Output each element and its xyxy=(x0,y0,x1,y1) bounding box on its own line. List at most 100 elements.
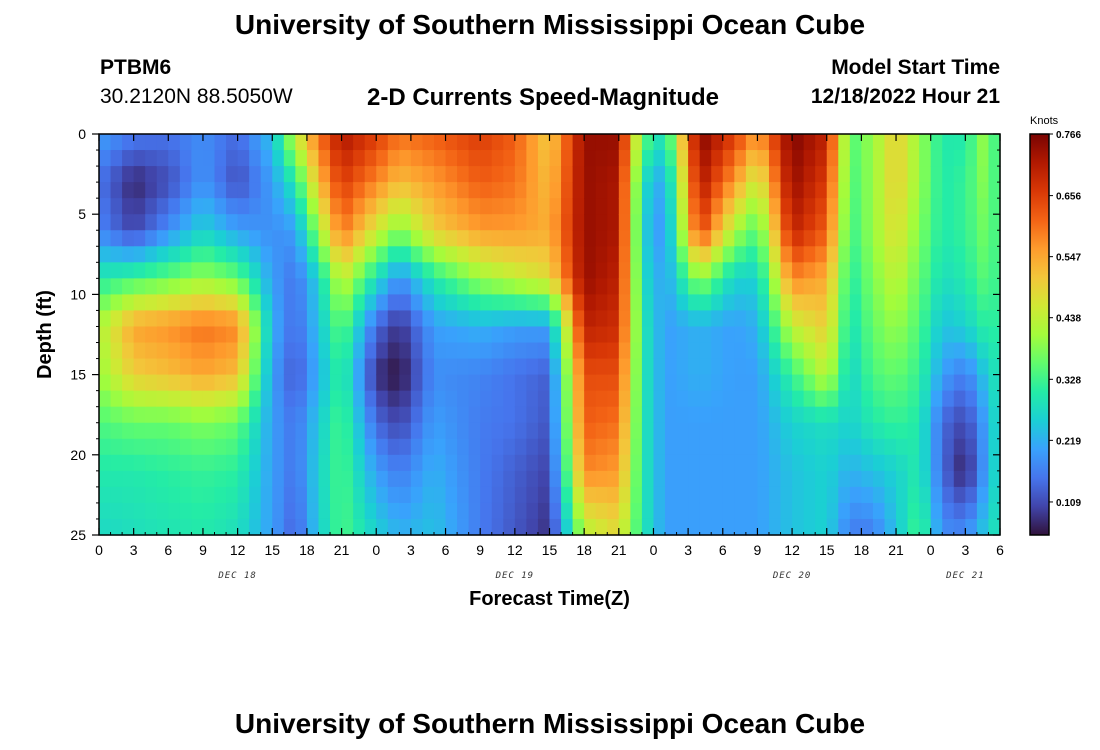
date-label: DEC 20 xyxy=(772,571,812,581)
heatmap-cell xyxy=(306,486,320,504)
heatmap-cell xyxy=(618,310,631,328)
heatmap-cell xyxy=(630,310,643,328)
heatmap-cell xyxy=(399,278,412,295)
heatmap-cell xyxy=(526,422,539,440)
heatmap-cell xyxy=(976,262,990,279)
heatmap-cell xyxy=(722,214,735,231)
heatmap-cell xyxy=(353,246,366,263)
heatmap-cell xyxy=(168,438,181,456)
heatmap-cell xyxy=(896,502,909,520)
heatmap-cell xyxy=(468,134,481,151)
heatmap-cell xyxy=(353,358,366,376)
heatmap-cell xyxy=(953,342,966,360)
heatmap-cell xyxy=(930,246,943,263)
heatmap-cell xyxy=(410,262,424,279)
heatmap-cell xyxy=(988,454,1001,472)
heatmap-cell xyxy=(330,198,343,215)
heatmap-cell xyxy=(780,470,793,488)
heatmap-cell xyxy=(237,422,250,440)
heatmap-cell xyxy=(699,134,712,151)
heatmap-cell xyxy=(145,278,158,295)
heatmap-cell xyxy=(156,246,169,263)
heatmap-cell xyxy=(872,406,886,424)
heatmap-cell xyxy=(838,470,851,488)
heatmap-cell xyxy=(757,342,770,360)
heatmap-cell xyxy=(896,278,909,295)
heatmap-cell xyxy=(688,486,701,504)
heatmap-cell xyxy=(849,486,862,504)
heatmap-cell xyxy=(283,390,296,408)
heatmap-cell xyxy=(457,374,470,392)
heatmap-cell xyxy=(757,518,770,536)
heatmap-cell xyxy=(226,502,239,520)
heatmap-cell xyxy=(168,198,181,215)
heatmap-cell xyxy=(399,406,412,424)
heatmap-cell xyxy=(676,198,689,215)
heatmap-cell xyxy=(387,374,400,392)
heatmap-cell xyxy=(422,166,435,183)
heatmap-cell xyxy=(422,150,435,167)
heatmap-cell xyxy=(168,390,181,408)
heatmap-cell xyxy=(688,182,701,199)
heatmap-cell xyxy=(780,342,793,360)
heatmap-cell xyxy=(549,518,562,536)
heatmap-cell xyxy=(965,214,978,231)
heatmap-cell xyxy=(618,246,631,263)
heatmap-cell xyxy=(514,422,527,440)
heatmap-cell xyxy=(976,358,990,376)
heatmap-cell xyxy=(653,214,666,231)
heatmap-cell xyxy=(872,294,886,312)
heatmap-cell xyxy=(330,150,343,167)
heatmap-cell xyxy=(457,166,470,183)
heatmap-cell xyxy=(849,294,862,312)
heatmap-cell xyxy=(988,262,1001,279)
heatmap-cell xyxy=(803,374,816,392)
heatmap-cell xyxy=(607,342,620,360)
heatmap-cell xyxy=(676,246,689,263)
heatmap-cell xyxy=(665,326,678,344)
x-tick-label: 21 xyxy=(611,542,627,558)
x-tick-label: 12 xyxy=(230,542,246,558)
heatmap-cell xyxy=(145,214,158,231)
heatmap-cell xyxy=(872,230,886,247)
heatmap-cell xyxy=(930,310,943,328)
heatmap-cell xyxy=(699,358,712,376)
heatmap-cell xyxy=(399,230,412,247)
heatmap-cell xyxy=(122,502,135,520)
heatmap-cell xyxy=(480,214,493,231)
heatmap-cell xyxy=(537,406,551,424)
heatmap-cell xyxy=(641,486,655,504)
heatmap-cell xyxy=(988,374,1001,392)
heatmap-cell xyxy=(988,230,1001,247)
heatmap-cell xyxy=(156,166,169,183)
heatmap-cell xyxy=(110,182,123,199)
heatmap-cell xyxy=(711,278,724,295)
heatmap-cell xyxy=(457,390,470,408)
x-tick-label: 6 xyxy=(719,542,727,558)
heatmap-cell xyxy=(99,486,112,504)
heatmap-cell xyxy=(156,390,169,408)
heatmap-cell xyxy=(976,294,990,312)
heatmap-cell xyxy=(237,486,250,504)
heatmap-cell xyxy=(803,406,816,424)
heatmap-cell xyxy=(953,486,966,504)
heatmap-cell xyxy=(780,246,793,263)
heatmap-cell xyxy=(676,262,689,279)
heatmap-cell xyxy=(445,470,458,488)
heatmap-cell xyxy=(433,406,447,424)
heatmap-cell xyxy=(260,262,273,279)
heatmap-cell xyxy=(630,518,643,536)
heatmap-cell xyxy=(595,246,608,263)
heatmap-cell xyxy=(330,166,343,183)
heatmap-cell xyxy=(549,134,562,151)
heatmap-cell xyxy=(953,166,966,183)
heatmap-cell xyxy=(826,150,839,167)
heatmap-cell xyxy=(884,310,897,328)
heatmap-cell xyxy=(503,422,516,440)
heatmap-cell xyxy=(976,502,990,520)
heatmap-cell xyxy=(665,246,678,263)
heatmap-cell xyxy=(156,358,169,376)
heatmap-cell xyxy=(815,278,828,295)
heatmap-cell xyxy=(792,390,805,408)
heatmap-cell xyxy=(306,294,320,312)
